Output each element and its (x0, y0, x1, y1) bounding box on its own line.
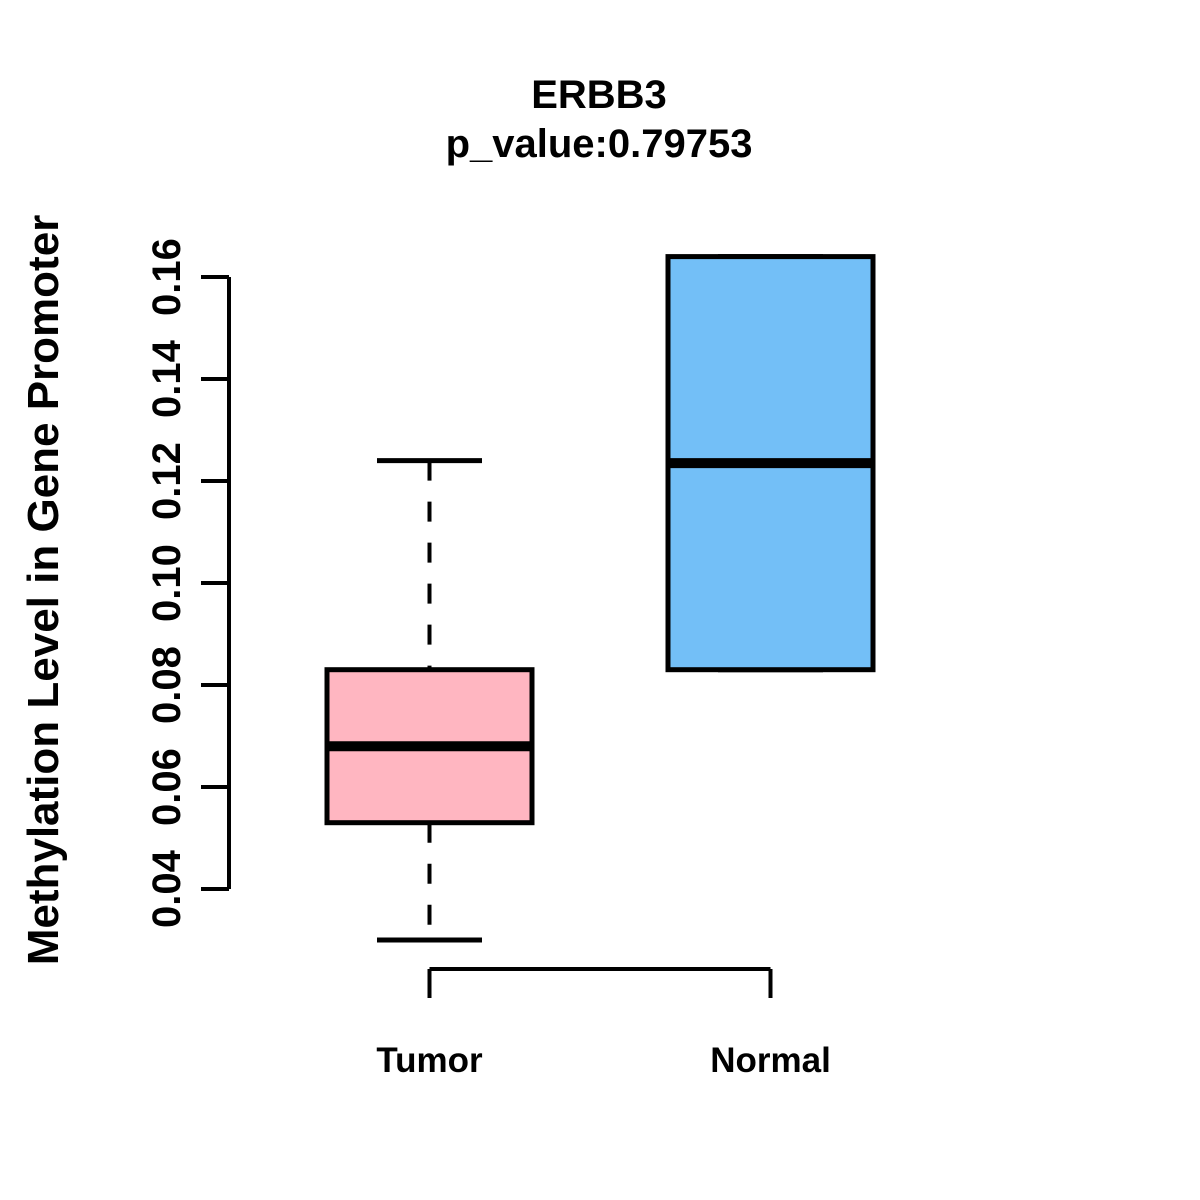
y-axis-tick-labels: 0.04 0.06 0.08 0.10 0.12 0.14 0.16 (145, 238, 189, 928)
x-category-label-tumor: Tumor (376, 1041, 483, 1080)
chart-title: ERBB3 (531, 73, 667, 117)
y-tick-label: 0.04 (145, 849, 189, 928)
boxplot-tumor (324, 458, 535, 943)
chart-subtitle-pvalue: p_value:0.79753 (446, 122, 753, 166)
boxplot-normal (665, 254, 876, 673)
y-axis-label: Methylation Level in Gene Promoter (19, 215, 68, 966)
y-tick-label: 0.16 (145, 238, 189, 316)
x-category-label-normal: Normal (710, 1041, 831, 1080)
y-tick-label: 0.06 (145, 748, 189, 826)
y-tick-label: 0.10 (145, 544, 189, 622)
y-tick-label: 0.14 (145, 339, 189, 418)
y-tick-label: 0.12 (145, 442, 189, 520)
y-tick-label: 0.08 (145, 646, 189, 724)
y-axis-ticks (201, 275, 229, 891)
x-axis (427, 967, 773, 998)
